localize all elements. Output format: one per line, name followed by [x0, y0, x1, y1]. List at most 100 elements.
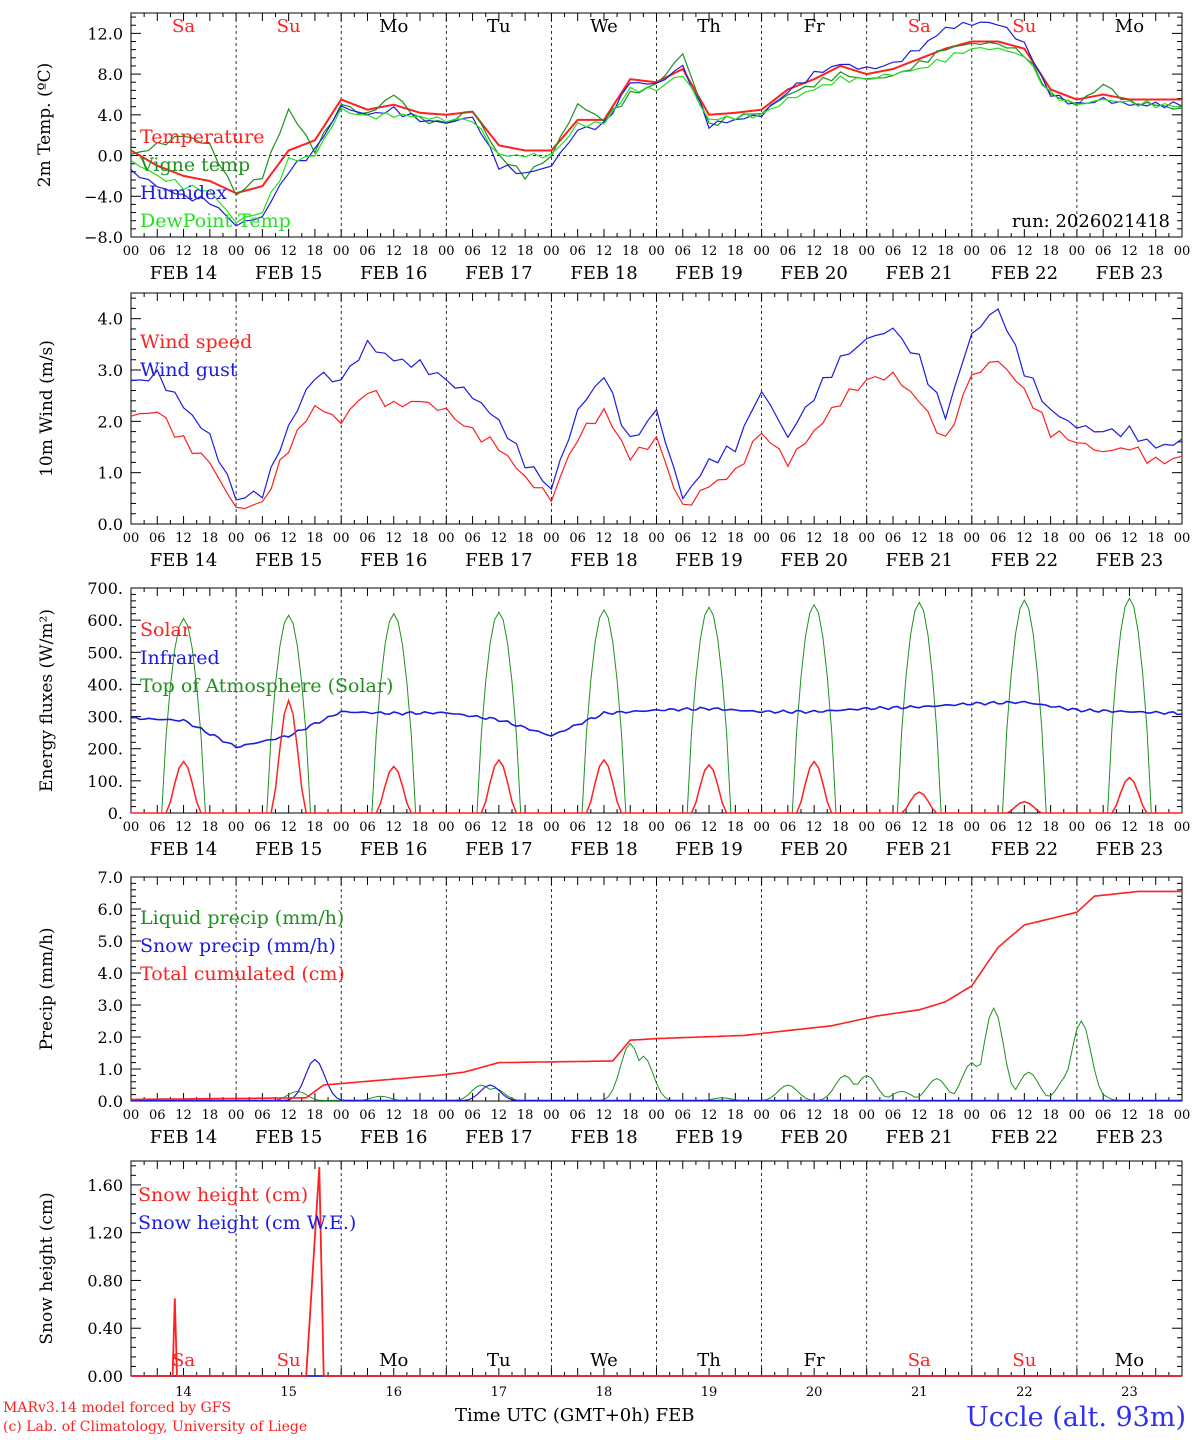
- x-hour-label: 06: [675, 531, 692, 546]
- day-of-week-label: Mo: [379, 1350, 408, 1371]
- x-hour-label: 12: [491, 244, 508, 259]
- x-day-number: 18: [596, 1385, 613, 1400]
- x-hour-label: 06: [780, 531, 797, 546]
- legend-entry: Solar: [140, 619, 192, 641]
- x-date-label: FEB 16: [360, 263, 427, 284]
- x-hour-label: 00: [753, 244, 770, 259]
- x-hour-label: 18: [1042, 1108, 1059, 1123]
- x-date-label: FEB 21: [886, 1127, 953, 1148]
- x-hour-label: 12: [1016, 244, 1033, 259]
- x-hour-label: 00: [1069, 820, 1086, 835]
- day-of-week-label: Mo: [1115, 1350, 1144, 1371]
- x-hour-label: 12: [385, 820, 402, 835]
- x-hour-label: 18: [622, 820, 639, 835]
- legend-entry: Snow precip (mm/h): [140, 935, 336, 957]
- x-hour-label: 06: [569, 1108, 586, 1123]
- x-hour-label: 12: [385, 244, 402, 259]
- y-tick-label: 1.0: [98, 1060, 123, 1079]
- x-date-label: FEB 18: [570, 839, 637, 860]
- x-hour-label: 18: [1042, 244, 1059, 259]
- y-tick-label: −4.0: [84, 187, 123, 206]
- x-hour-label: 06: [359, 820, 376, 835]
- x-hour-label: 12: [175, 531, 192, 546]
- x-hour-label: 18: [727, 531, 744, 546]
- x-hour-label: 00: [964, 244, 981, 259]
- x-hour-label: 18: [727, 820, 744, 835]
- x-hour-label: 00: [964, 820, 981, 835]
- x-hour-label: 18: [517, 244, 534, 259]
- plot-frame: [130, 12, 1183, 238]
- x-date-label: FEB 14: [150, 550, 217, 571]
- y-tick-label: 0.40: [87, 1319, 123, 1338]
- x-hour-label: 12: [701, 820, 718, 835]
- day-of-week-label: Mo: [1115, 16, 1144, 37]
- x-date-label: FEB 15: [255, 550, 322, 571]
- x-hour-label: 06: [885, 244, 902, 259]
- x-hour-label: 00: [123, 820, 140, 835]
- series-wind-gust: [130, 308, 1183, 501]
- x-date-label: FEB 15: [255, 839, 322, 860]
- y-tick-label: 100.: [87, 772, 123, 791]
- x-hour-label: 00: [333, 244, 350, 259]
- x-hour-label: 18: [517, 1108, 534, 1123]
- series-total-cumulated: [131, 890, 1182, 1101]
- legend-entry: Snow height (cm W.E.): [138, 1212, 356, 1234]
- y-axis-label: 10m Wind (m/s): [37, 340, 57, 477]
- x-hour-label: 00: [858, 820, 875, 835]
- x-hour-label: 00: [543, 820, 560, 835]
- series-humidex: [130, 21, 1183, 227]
- x-day-number: 14: [175, 1385, 192, 1400]
- x-date-label: FEB 14: [150, 263, 217, 284]
- x-date-label: FEB 21: [886, 263, 953, 284]
- day-of-week-label: Sa: [172, 16, 195, 37]
- station-label: Uccle (alt. 93m): [966, 1402, 1186, 1433]
- x-hour-label: 12: [280, 1108, 297, 1123]
- x-hour-label: 06: [569, 244, 586, 259]
- x-hour-label: 18: [1147, 820, 1164, 835]
- x-hour-label: 18: [202, 1108, 219, 1123]
- x-hour-label: 12: [175, 244, 192, 259]
- x-hour-label: 00: [1174, 1108, 1191, 1123]
- series-solar: [131, 698, 1182, 814]
- x-hour-label: 12: [175, 1108, 192, 1123]
- x-hour-label: 00: [333, 1108, 350, 1123]
- x-hour-label: 12: [701, 244, 718, 259]
- x-date-label: FEB 22: [991, 839, 1058, 860]
- x-hour-label: 12: [491, 531, 508, 546]
- x-axis-title: Time UTC (GMT+0h) FEB: [455, 1405, 694, 1426]
- x-date-label: FEB 21: [886, 550, 953, 571]
- x-hour-label: 12: [911, 244, 928, 259]
- x-date-label: FEB 22: [991, 1127, 1058, 1148]
- x-hour-label: 18: [517, 820, 534, 835]
- x-date-label: FEB 17: [465, 263, 532, 284]
- x-hour-label: 18: [1147, 1108, 1164, 1123]
- y-tick-label: 0.: [108, 804, 123, 823]
- x-hour-label: 12: [806, 531, 823, 546]
- x-hour-label: 06: [780, 820, 797, 835]
- x-day-number: 22: [1016, 1385, 1033, 1400]
- x-day-number: 17: [491, 1385, 508, 1400]
- x-hour-label: 00: [1069, 1108, 1086, 1123]
- x-hour-label: 00: [123, 1108, 140, 1123]
- legend-entry: Total cumulated (cm): [140, 963, 345, 985]
- legend-entry: Liquid precip (mm/h): [140, 907, 344, 929]
- x-date-label: FEB 19: [675, 1127, 742, 1148]
- x-day-number: 23: [1121, 1385, 1138, 1400]
- y-tick-label: 8.0: [98, 65, 123, 84]
- x-hour-label: 00: [1174, 531, 1191, 546]
- y-tick-label: 0.0: [98, 515, 123, 534]
- x-hour-label: 00: [753, 1108, 770, 1123]
- x-date-label: FEB 23: [1096, 263, 1163, 284]
- x-date-label: FEB 14: [150, 1127, 217, 1148]
- x-hour-label: 18: [727, 1108, 744, 1123]
- x-hour-label: 12: [596, 531, 613, 546]
- y-tick-label: 700.: [87, 579, 123, 598]
- x-hour-label: 00: [123, 531, 140, 546]
- x-hour-label: 06: [359, 244, 376, 259]
- x-hour-label: 12: [280, 244, 297, 259]
- x-hour-label: 12: [280, 531, 297, 546]
- panel-4: 0.0 1.0 2.0 3.0 4.0 5.0 6.0 7.0 Precip (mm/h) 00 0…: [37, 868, 1190, 1148]
- panel-2: 0.0 1.0 2.0 3.0 4.0 10m Wind (m/s) 00 06 12 18 FEB…: [37, 292, 1191, 571]
- x-hour-label: 00: [648, 244, 665, 259]
- x-hour-label: 12: [385, 1108, 402, 1123]
